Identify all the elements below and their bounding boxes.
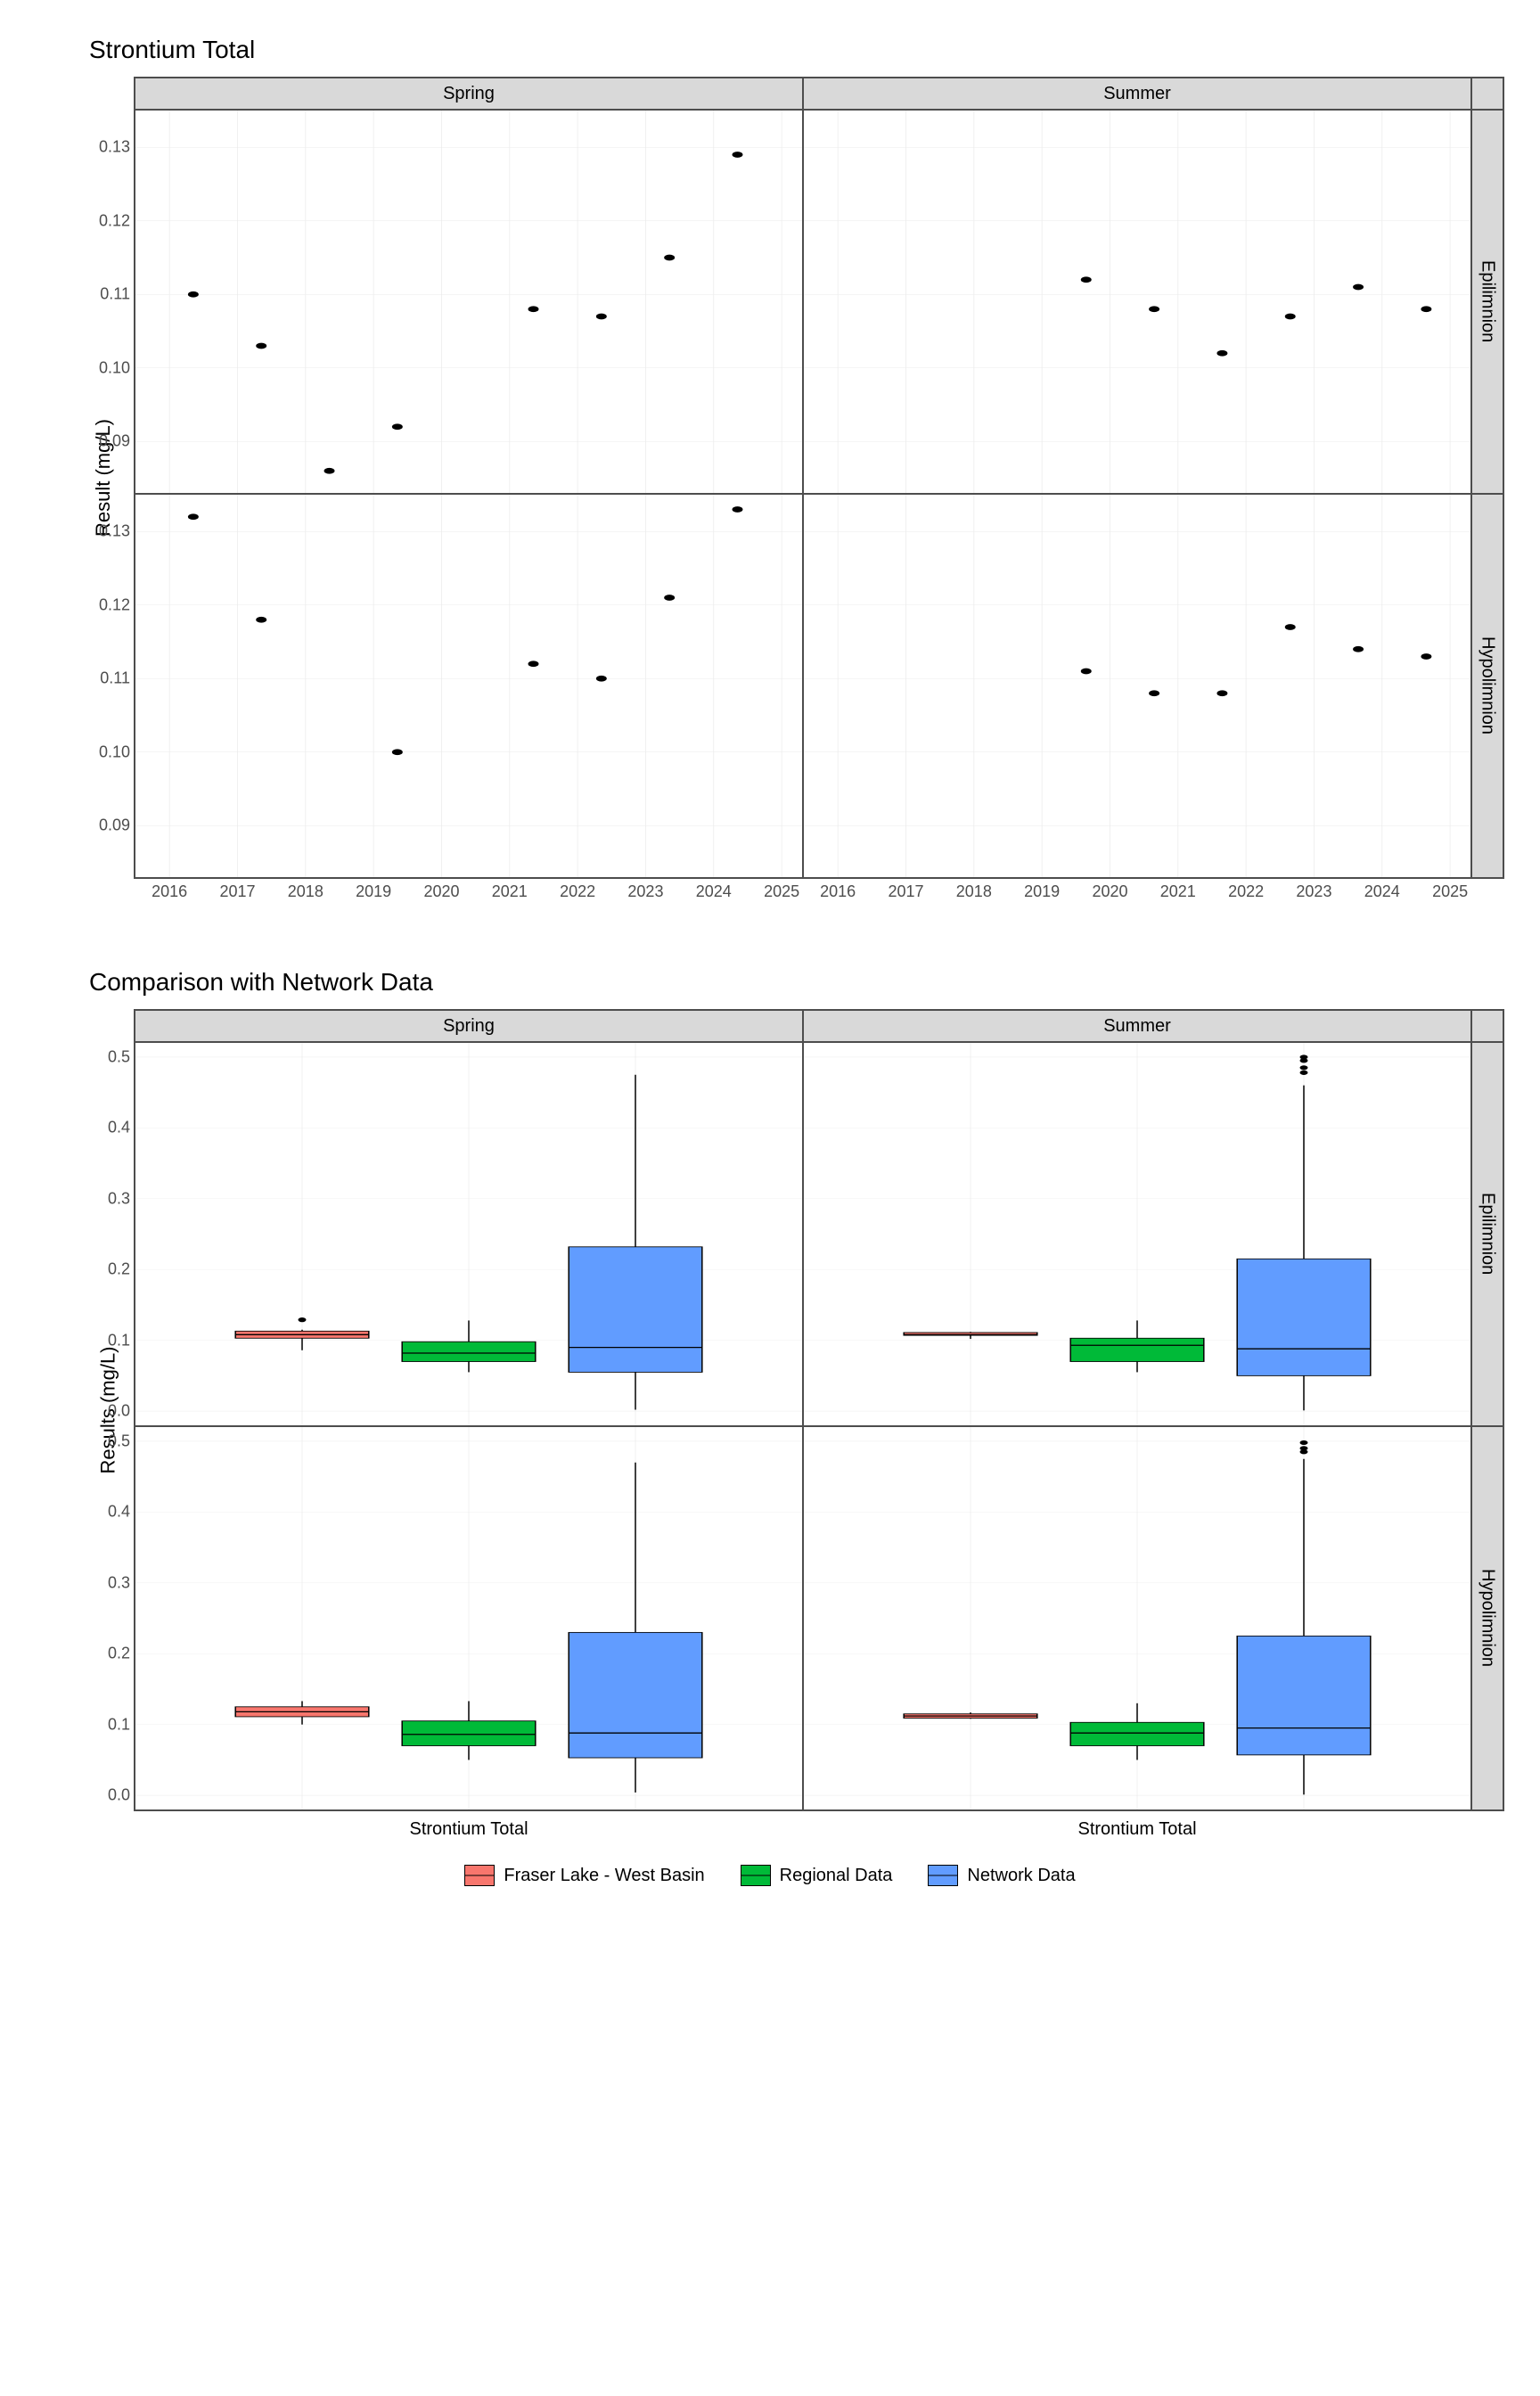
strip-label: Hypolimnion — [1478, 1569, 1498, 1667]
row-strip-hypo: Hypolimnion — [1471, 494, 1503, 878]
strip-label: Summer — [1103, 84, 1171, 104]
chart1-facet-grid: Spring Summer 0.090.100.110.120.13 Epili… — [134, 77, 1504, 879]
col-strip-spring2: Spring — [135, 1010, 803, 1042]
col-strip-spring: Spring — [135, 78, 803, 110]
col-strip-summer2: Summer — [803, 1010, 1471, 1042]
chart2-block: Results (mg/L) Spring Summer 0.00.10.20.… — [134, 1009, 1504, 1811]
row-strip-hypo2: Hypolimnion — [1471, 1426, 1503, 1810]
corner — [1471, 1010, 1503, 1042]
legend-item: Regional Data — [741, 1865, 893, 1886]
legend: Fraser Lake - West Basin Regional Data N… — [36, 1865, 1504, 1886]
panel2-summer-hypo: Strontium Total — [803, 1426, 1471, 1810]
strip-label: Epilimnion — [1478, 260, 1498, 342]
strip-label: Spring — [443, 84, 495, 104]
legend-label: Fraser Lake - West Basin — [504, 1866, 704, 1886]
panel2-spring-epi: 0.00.10.20.30.40.5 — [135, 1042, 803, 1426]
panel-summer-hypo: 2016201720182019202020212022202320242025 — [803, 494, 1471, 878]
legend-key-network — [928, 1865, 958, 1886]
strip-label: Hypolimnion — [1478, 636, 1498, 734]
strip-label: Summer — [1103, 1016, 1171, 1037]
panel-summer-epi — [803, 110, 1471, 494]
legend-label: Network Data — [967, 1866, 1075, 1886]
legend-item: Fraser Lake - West Basin — [464, 1865, 704, 1886]
chart2-title: Comparison with Network Data — [89, 968, 1504, 997]
panel2-spring-hypo: 0.00.10.20.30.40.5Strontium Total — [135, 1426, 803, 1810]
figure: Strontium Total Result (mg/L) Spring Sum… — [36, 36, 1504, 1886]
strip-label: Spring — [443, 1016, 495, 1037]
legend-label: Regional Data — [780, 1866, 893, 1886]
panel-spring-epi: 0.090.100.110.120.13 — [135, 110, 803, 494]
chart1-title: Strontium Total — [89, 36, 1504, 64]
panel2-summer-epi — [803, 1042, 1471, 1426]
panel-spring-hypo: 0.090.100.110.120.1320162017201820192020… — [135, 494, 803, 878]
corner — [1471, 78, 1503, 110]
legend-item: Network Data — [928, 1865, 1075, 1886]
col-strip-summer: Summer — [803, 78, 1471, 110]
row-strip-epi: Epilimnion — [1471, 110, 1503, 494]
legend-key-fraser — [464, 1865, 495, 1886]
chart2-facet-grid: Spring Summer 0.00.10.20.30.40.5 Epilimn… — [134, 1009, 1504, 1811]
chart1-block: Result (mg/L) Spring Summer 0.090.100.11… — [134, 77, 1504, 879]
legend-key-regional — [741, 1865, 771, 1886]
strip-label: Epilimnion — [1478, 1193, 1498, 1275]
row-strip-epi2: Epilimnion — [1471, 1042, 1503, 1426]
